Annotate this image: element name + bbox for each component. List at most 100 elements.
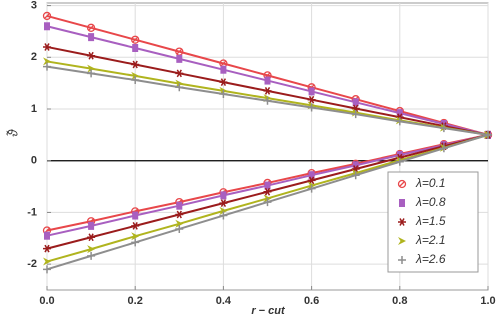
marker <box>307 95 316 104</box>
marker-shape <box>220 191 227 200</box>
x-tick-label: 0.0 <box>39 295 54 307</box>
marker-shape <box>131 238 140 247</box>
marker-shape <box>88 221 95 230</box>
marker-shape <box>219 90 228 99</box>
marker <box>219 78 228 86</box>
marker-shape <box>87 233 96 242</box>
marker-shape <box>43 57 51 66</box>
x-tick-label: 0.2 <box>128 295 143 307</box>
marker <box>87 233 96 242</box>
marker <box>308 171 315 180</box>
marker-shape <box>86 23 96 32</box>
marker <box>220 65 227 74</box>
marker <box>484 130 492 139</box>
marker-shape <box>43 244 51 253</box>
marker-shape <box>131 35 140 44</box>
marker <box>397 179 407 189</box>
marker <box>87 251 96 260</box>
marker <box>307 176 316 185</box>
marker <box>219 206 228 215</box>
marker-shape <box>307 95 316 104</box>
marker-shape <box>352 98 359 107</box>
marker <box>398 256 406 264</box>
marker-shape <box>87 251 96 260</box>
marker <box>263 87 272 95</box>
marker-shape <box>132 43 139 52</box>
marker <box>307 184 316 193</box>
marker <box>43 62 51 71</box>
marker <box>132 211 139 220</box>
marker <box>88 33 95 42</box>
marker-shape <box>131 76 140 85</box>
marker <box>131 232 140 241</box>
marker <box>264 76 271 85</box>
y-tick-label: 3 <box>31 0 37 11</box>
marker <box>176 201 183 210</box>
marker <box>263 187 272 196</box>
marker <box>131 238 140 247</box>
x-tick-label: 1.0 <box>480 295 495 307</box>
marker <box>398 237 406 245</box>
marker <box>43 257 51 266</box>
marker-shape <box>175 219 184 228</box>
marker-shape <box>44 12 50 19</box>
marker-shape <box>220 65 227 74</box>
y-tick-label: 0 <box>31 155 37 167</box>
marker <box>352 98 359 107</box>
y-tick-label: 1 <box>31 103 37 115</box>
marker-shape <box>175 83 184 92</box>
marker <box>219 90 228 99</box>
marker-shape <box>43 257 51 266</box>
marker-shape <box>219 206 228 215</box>
marker <box>44 22 50 31</box>
marker-shape <box>263 96 272 105</box>
marker-shape <box>43 62 51 71</box>
marker-shape <box>398 256 406 264</box>
marker-shape <box>307 184 316 193</box>
marker-shape <box>131 232 140 241</box>
legend-label: λ=2.1 <box>415 233 446 247</box>
marker-shape <box>352 161 359 170</box>
marker-shape <box>308 171 315 180</box>
y-tick-label: 2 <box>31 51 37 63</box>
marker-shape <box>220 60 227 67</box>
marker-shape <box>175 210 184 219</box>
marker <box>44 231 50 240</box>
marker <box>43 43 51 51</box>
y-tick-label: -2 <box>27 258 37 270</box>
marker-shape <box>43 265 51 274</box>
marker <box>220 191 227 200</box>
marker <box>399 199 405 207</box>
marker <box>43 244 51 253</box>
x-tick-label: 0.6 <box>304 295 319 307</box>
marker-shape <box>132 211 139 220</box>
marker-shape <box>399 181 405 187</box>
marker-shape <box>307 103 316 112</box>
marker <box>352 161 359 170</box>
marker-shape <box>176 54 183 63</box>
marker-shape <box>176 201 183 210</box>
marker <box>131 222 140 230</box>
marker-shape <box>132 36 139 43</box>
marker-shape <box>395 157 404 166</box>
marker <box>86 23 96 32</box>
marker-shape <box>219 211 228 220</box>
marker <box>395 117 404 126</box>
marker <box>308 87 315 96</box>
marker <box>351 110 360 119</box>
marker <box>87 51 96 60</box>
marker-shape <box>484 130 492 139</box>
marker-shape <box>308 87 315 96</box>
marker-shape <box>263 87 272 95</box>
y-axis-label: ϑ̃ <box>5 129 20 137</box>
marker <box>396 109 403 118</box>
marker <box>398 218 406 226</box>
marker-shape <box>396 109 403 118</box>
marker-shape <box>307 176 316 185</box>
marker-shape <box>44 231 50 240</box>
marker-shape <box>398 237 406 245</box>
marker-shape <box>87 51 96 60</box>
marker-shape <box>42 11 52 21</box>
marker-shape <box>263 187 272 196</box>
marker <box>87 64 96 73</box>
